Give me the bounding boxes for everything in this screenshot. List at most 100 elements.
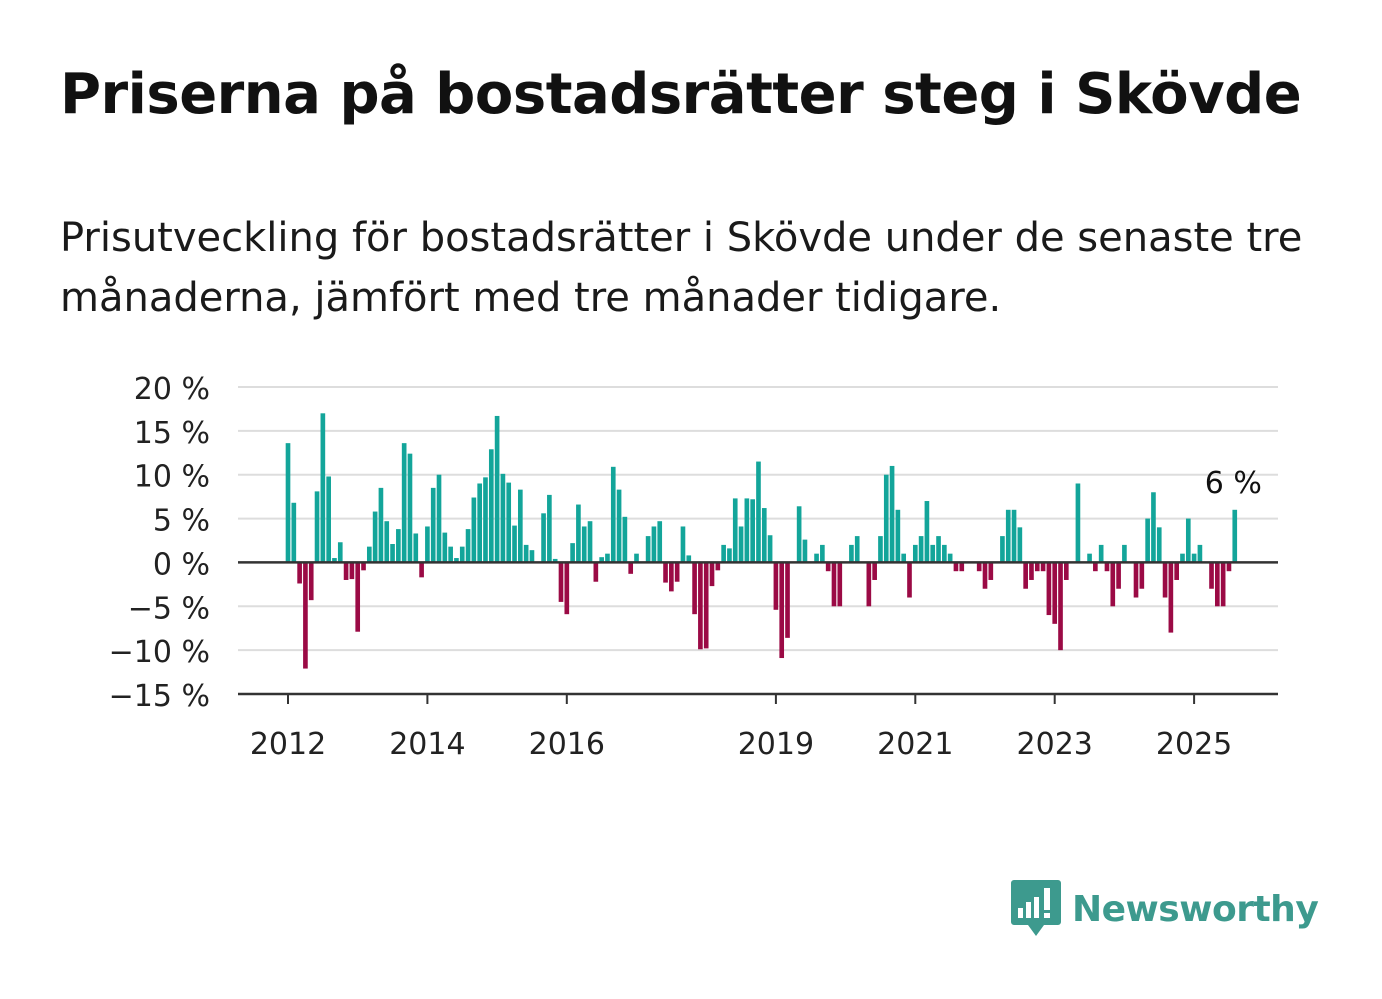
bar-positive <box>849 544 854 563</box>
bar-positive <box>901 553 907 563</box>
bar-positive <box>761 508 767 563</box>
bar-positive <box>547 494 552 563</box>
bar-positive <box>407 453 413 563</box>
bar-positive <box>1017 527 1023 563</box>
bar-positive <box>494 415 500 563</box>
bar-positive <box>1122 544 1127 563</box>
bar-negative <box>831 562 837 607</box>
bar-negative <box>709 562 715 587</box>
bar-negative <box>982 562 988 589</box>
bar-negative <box>976 562 982 572</box>
bar-negative <box>308 562 314 601</box>
y-axis-ticks: 20 % 15 % 10 % 5 % 0 % −5 % −10 % −15 % <box>109 372 210 714</box>
bar-positive <box>512 525 517 563</box>
bar-positive <box>634 553 639 563</box>
bar-positive <box>570 543 575 563</box>
bar-positive <box>622 516 628 563</box>
bar-chart: 20 %15 %10 %5 %0 %−5 %−10 %−15 % 2012 201… <box>109 372 1278 762</box>
chart-title: Priserna på bostadsrätter steg i Skövde <box>60 62 1302 127</box>
bar-positive <box>721 544 726 563</box>
bar-negative <box>715 562 721 571</box>
chart-subtitle: Prisutveckling för bostadsrätter i Skövd… <box>60 215 1303 321</box>
bar-positive <box>738 526 744 563</box>
x-tick-label: 2016 <box>529 727 605 762</box>
bar-positive <box>1000 536 1005 563</box>
bar-negative <box>1040 562 1046 572</box>
y-tick-label: 5 % <box>153 504 210 539</box>
bars <box>285 413 1238 669</box>
bar-negative <box>674 562 680 582</box>
bar-positive <box>454 558 459 563</box>
bar-positive <box>465 529 471 563</box>
bar-negative <box>419 562 424 578</box>
bar-positive <box>413 533 419 563</box>
x-tick-label: 2012 <box>250 727 326 762</box>
bar-positive <box>425 526 430 563</box>
bar-positive <box>616 489 622 563</box>
bar-negative <box>1023 562 1028 589</box>
bar-negative <box>343 562 349 580</box>
bar-positive <box>942 544 947 563</box>
bar-positive <box>552 558 558 563</box>
bar-positive <box>442 532 448 563</box>
bar-negative <box>1174 562 1179 580</box>
bar-negative <box>703 562 709 649</box>
bar-positive <box>756 461 761 563</box>
bar-positive <box>1156 527 1162 563</box>
bar-negative <box>1029 562 1034 580</box>
bar-positive <box>1098 544 1104 563</box>
bar-positive <box>610 466 616 563</box>
bar-negative <box>1046 562 1052 616</box>
bar-negative <box>663 562 668 583</box>
bar-positive <box>680 526 686 563</box>
bar-negative <box>698 562 703 650</box>
bar-positive <box>1197 544 1203 563</box>
bar-negative <box>959 562 965 572</box>
bar-negative <box>361 562 366 571</box>
bar-positive <box>744 498 750 563</box>
bar-positive <box>732 498 738 563</box>
bar-positive <box>483 477 488 563</box>
bar-positive <box>854 536 860 563</box>
y-tick-label: 15 % <box>134 416 210 451</box>
bar-negative <box>1110 562 1116 607</box>
bar-positive <box>285 443 291 563</box>
bar-positive <box>518 489 523 563</box>
bar-negative <box>1215 562 1220 607</box>
x-tick-label: 2021 <box>877 727 953 762</box>
bar-positive <box>581 526 587 563</box>
bar-negative <box>564 562 570 615</box>
y-tick-label: −5 % <box>128 591 210 626</box>
bar-positive <box>750 499 755 563</box>
bar-positive <box>1232 509 1238 563</box>
bar-negative <box>1168 562 1174 633</box>
annotations: 6 % <box>1205 466 1262 501</box>
bar-negative <box>558 562 564 602</box>
bar-positive <box>727 548 732 563</box>
bar-negative <box>785 562 790 638</box>
bar-positive <box>1180 553 1185 563</box>
bar-positive <box>337 542 343 563</box>
bar-negative <box>303 562 308 669</box>
axes <box>238 561 1278 696</box>
bar-negative <box>907 562 912 598</box>
bar-negative <box>773 562 779 610</box>
bar-positive <box>1185 518 1191 563</box>
bar-negative <box>1133 562 1139 598</box>
bar-positive <box>390 544 395 563</box>
bar-positive <box>651 526 657 563</box>
bar-positive <box>326 476 331 563</box>
bar-negative <box>1226 562 1232 572</box>
bar-positive <box>924 501 930 563</box>
last-value-label: 6 % <box>1205 466 1262 501</box>
bar-positive <box>883 474 889 563</box>
bar-positive <box>587 521 593 563</box>
x-tick-label: 2025 <box>1156 727 1232 762</box>
bar-negative <box>692 562 697 615</box>
bar-negative <box>872 562 877 580</box>
bar-positive <box>488 449 494 563</box>
bar-positive <box>820 544 825 563</box>
bar-negative <box>1220 562 1226 607</box>
bar-positive <box>605 553 610 563</box>
bar-negative <box>1058 562 1063 651</box>
